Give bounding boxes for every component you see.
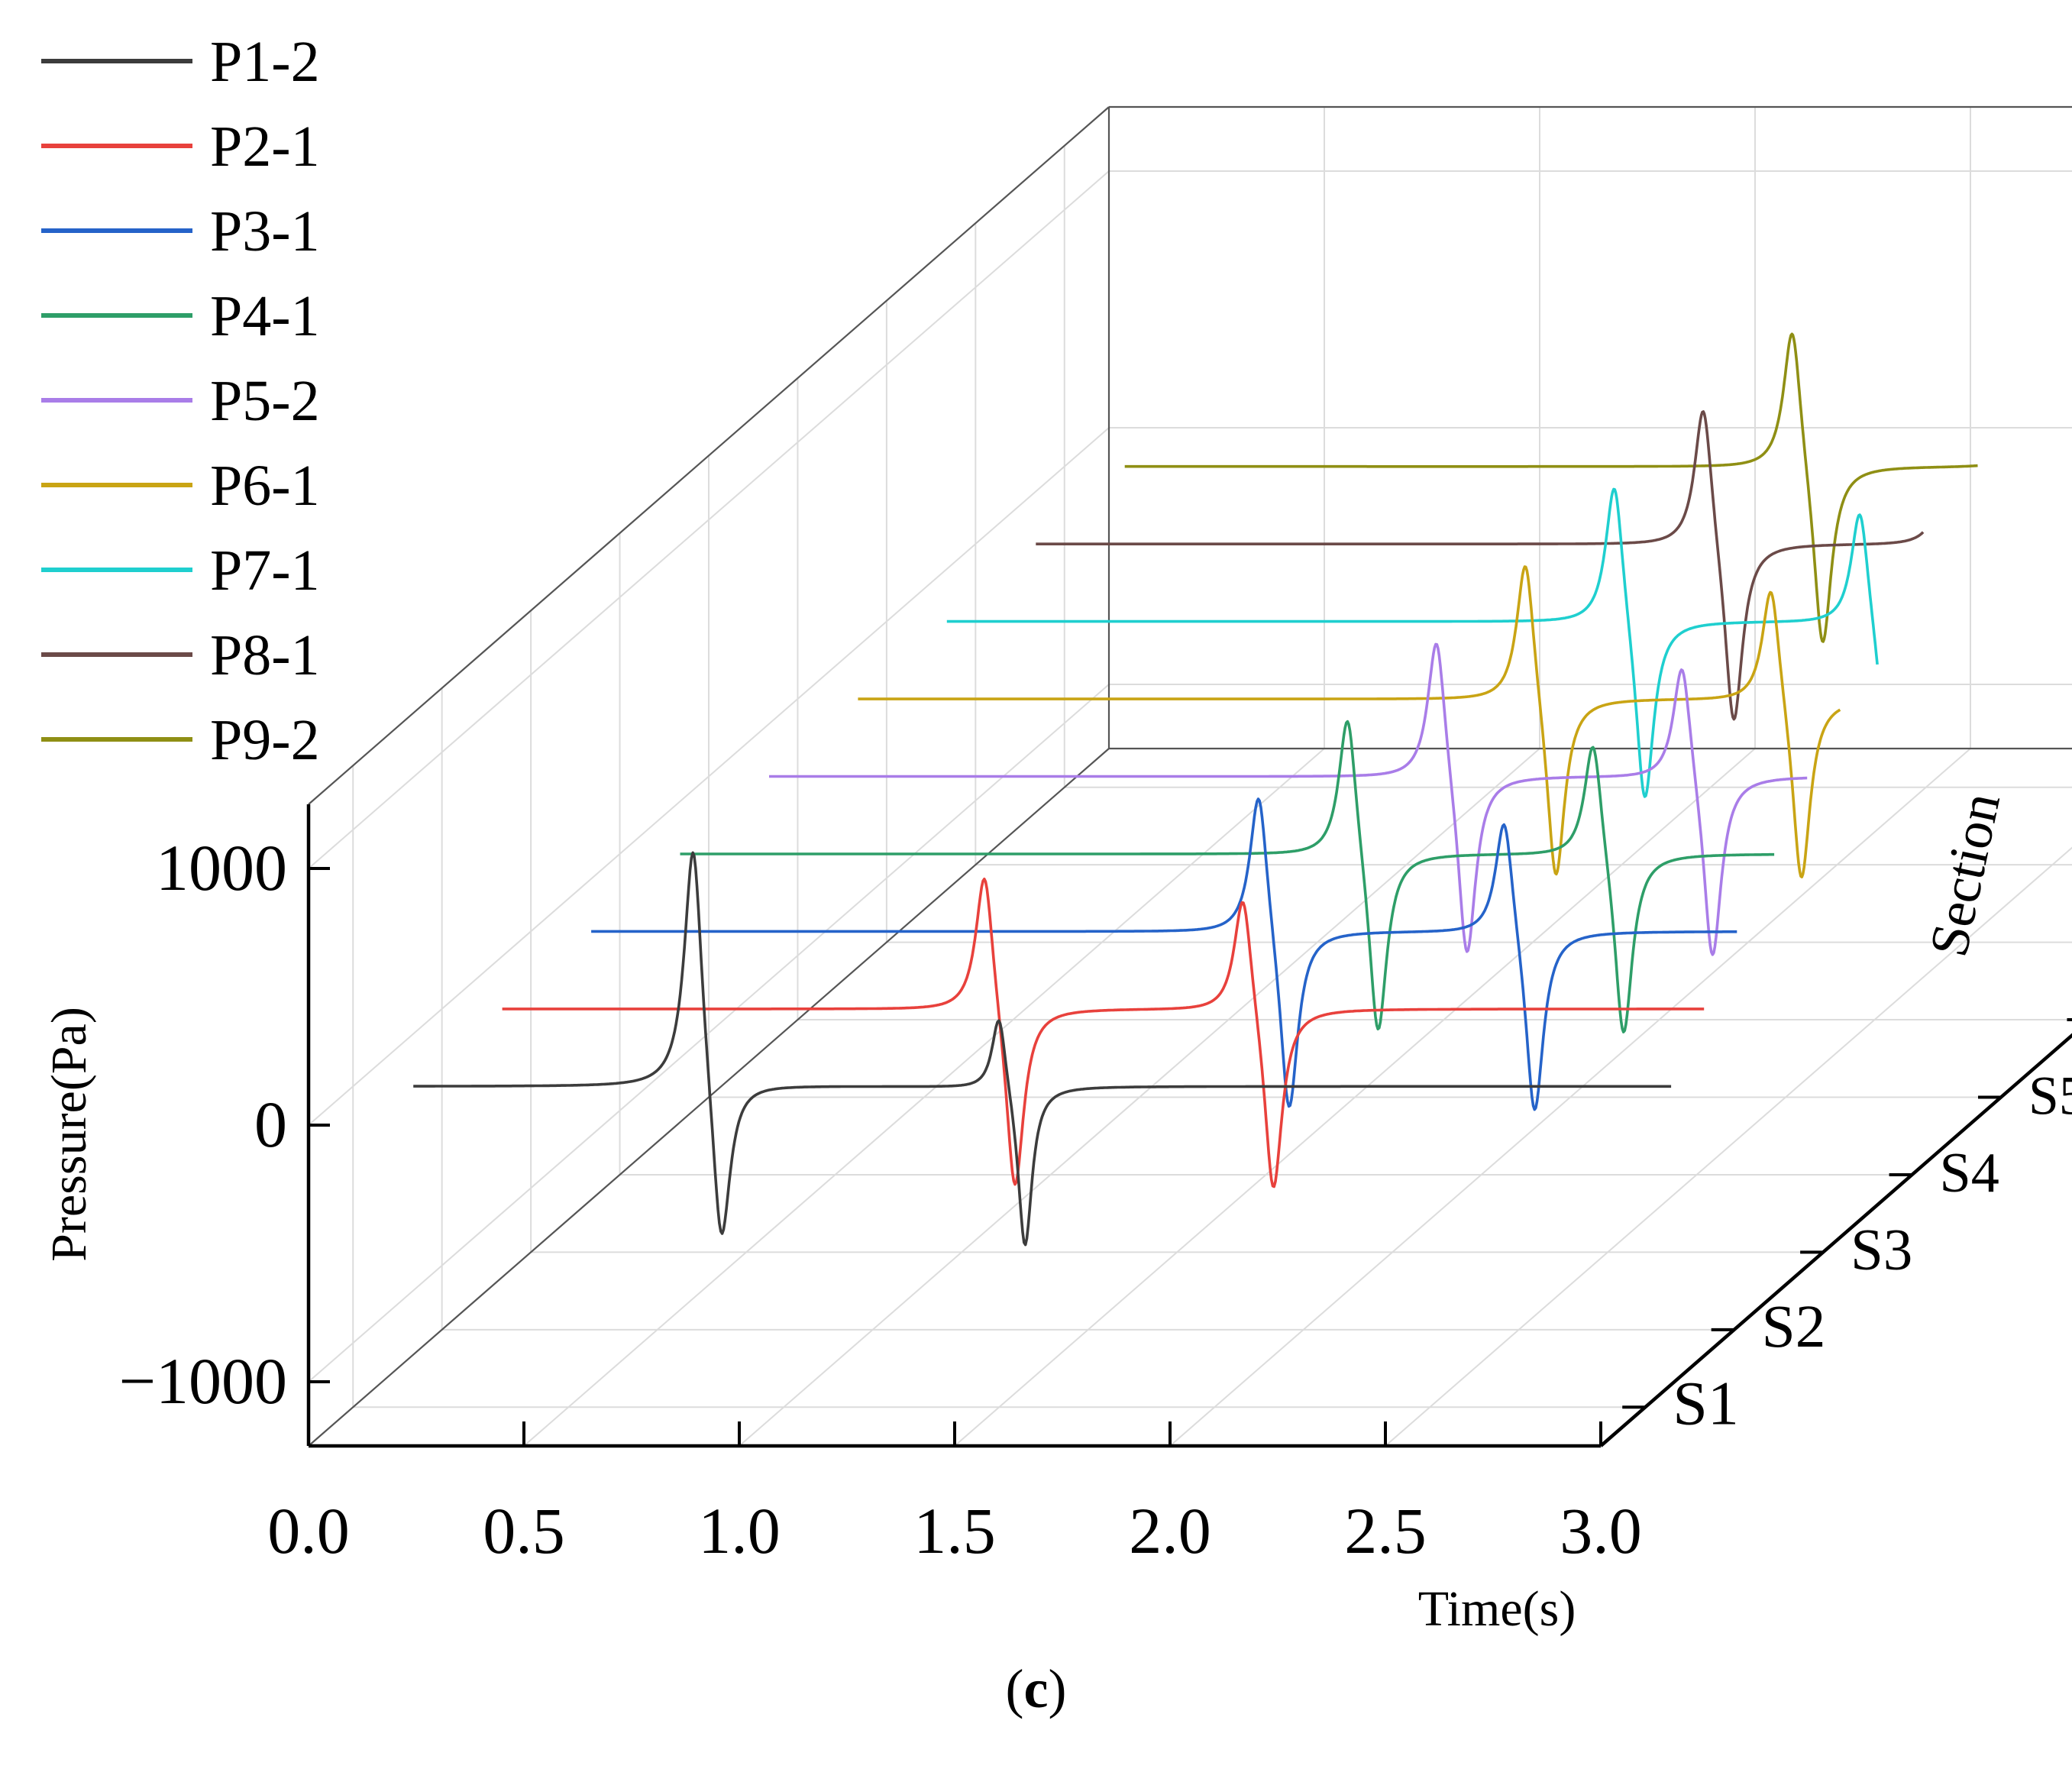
wall-grid-y bbox=[308, 684, 1110, 1383]
series-line-p8-1 bbox=[1035, 410, 1925, 721]
series-line-p2-1 bbox=[502, 878, 1705, 1189]
legend-label-p5-2: P5-2 bbox=[210, 369, 320, 433]
y-tick-label: 1000 bbox=[156, 831, 287, 904]
series-line-p9-2 bbox=[1124, 332, 1978, 643]
x-tick-label: 0.5 bbox=[483, 1494, 565, 1567]
y-tick-label: 0 bbox=[254, 1088, 287, 1161]
z-tick-label: S2 bbox=[1762, 1293, 1826, 1360]
legend-label-p8-1: P8-1 bbox=[210, 623, 320, 687]
figure-label-open: ( bbox=[1005, 1658, 1024, 1719]
x-tick-label: 2.0 bbox=[1129, 1494, 1211, 1567]
axis-ticks: 0.0 0.5 1.0 1.5 2.0 2.5 3.0 −1000 0 1000 S1 S2 S3 S4 S… bbox=[118, 831, 2072, 1567]
legend-label-p4-1: P4-1 bbox=[210, 284, 320, 348]
x-tick-label: 3.0 bbox=[1560, 1494, 1642, 1567]
legend-label-p1-2: P1-2 bbox=[210, 30, 320, 94]
series-lines bbox=[413, 332, 1978, 1247]
figure-label-letter: c bbox=[1023, 1658, 1049, 1719]
x-axis-title: Time(s) bbox=[1418, 1581, 1576, 1637]
series-line-p3-1 bbox=[590, 797, 1737, 1111]
legend-label-p2-1: P2-1 bbox=[210, 115, 320, 179]
x-tick-label: 2.5 bbox=[1344, 1494, 1427, 1567]
legend: P1-2 P2-1 P3-1 P4-1 P5-2 P6-1 P7-1 P8-1 P9-2 bbox=[41, 30, 320, 772]
legend-label-p3-1: P3-1 bbox=[210, 199, 320, 264]
y-tick-label: −1000 bbox=[118, 1344, 287, 1418]
z-tick-label: S3 bbox=[1851, 1217, 1912, 1282]
figure-label: (c) bbox=[0, 1657, 2072, 1721]
x-tick-label: 1.0 bbox=[698, 1494, 781, 1567]
legend-label-p7-1: P7-1 bbox=[210, 538, 320, 603]
series-line-p1-2 bbox=[413, 851, 1672, 1247]
series-line-p5-2 bbox=[768, 642, 1808, 956]
z-tick-label: S5 bbox=[2028, 1066, 2072, 1127]
y-axis-title: Pressure(Pa) bbox=[41, 1007, 97, 1262]
legend-label-p9-2: P9-2 bbox=[210, 708, 320, 772]
series-line-p7-1 bbox=[946, 487, 1879, 798]
z-tick-label: S1 bbox=[1673, 1368, 1739, 1438]
legend-label-p6-1: P6-1 bbox=[210, 454, 320, 518]
x-tick-label: 1.5 bbox=[913, 1494, 996, 1567]
frame-edge bbox=[308, 106, 1110, 805]
x-tick-label: 0.0 bbox=[267, 1494, 350, 1567]
z-axis-title: Section bbox=[1918, 788, 2012, 962]
series-line-p4-1 bbox=[680, 720, 1775, 1033]
wall-grid-y bbox=[308, 427, 1110, 1126]
z-tick-label: S4 bbox=[1940, 1142, 1999, 1205]
wall-grid-y bbox=[308, 170, 1110, 869]
figure-label-close: ) bbox=[1048, 1658, 1067, 1719]
